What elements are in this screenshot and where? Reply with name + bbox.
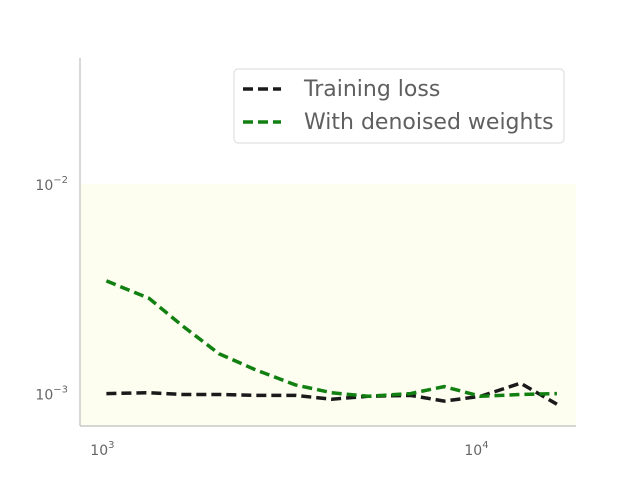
x-tick-label-1: 104 [464, 440, 488, 459]
x-tick-label-0: 103 [90, 440, 114, 459]
legend-label-denoised-weights: With denoised weights [304, 110, 554, 135]
legend-label-training-loss: Training loss [303, 77, 440, 102]
series-line-1 [105, 279, 557, 399]
highlight-band [80, 184, 576, 426]
series-layer [105, 279, 558, 406]
legend: Training loss With denoised weights [233, 68, 565, 144]
legend-box [233, 68, 565, 144]
y-tick-label-1: 10−2 [35, 175, 68, 194]
tick-layer: 103 104 10−3 10−2 [35, 175, 488, 459]
y-tick-label-0: 10−3 [35, 385, 68, 404]
